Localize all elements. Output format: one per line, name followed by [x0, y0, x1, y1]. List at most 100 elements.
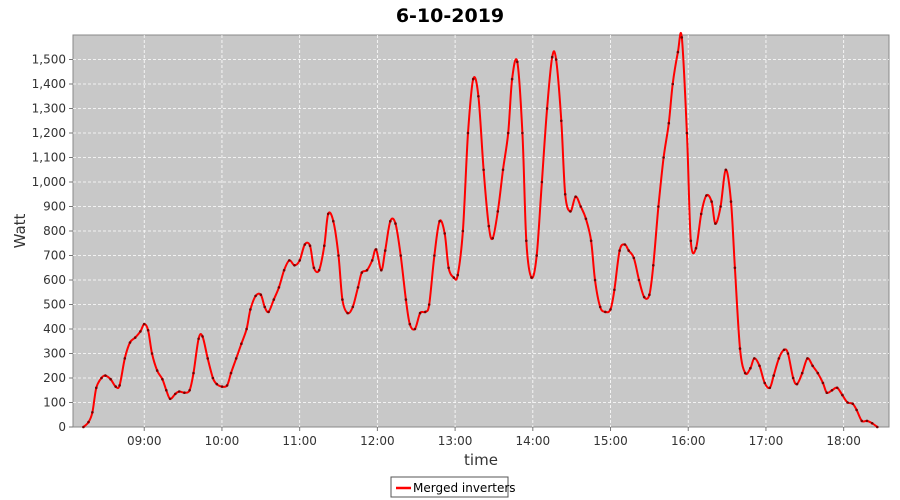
- data-point: [326, 212, 330, 216]
- data-point: [192, 371, 195, 375]
- data-point: [724, 168, 728, 172]
- y-tick-label: 1,300: [32, 102, 66, 116]
- data-point: [652, 264, 655, 267]
- data-point: [337, 254, 340, 257]
- data-point: [763, 381, 766, 385]
- data-point: [835, 386, 839, 390]
- data-point: [356, 286, 360, 289]
- data-point: [694, 246, 698, 250]
- grid-lines: [73, 35, 889, 427]
- data-point: [95, 386, 98, 390]
- data-point: [535, 254, 538, 257]
- x-tick-label: 13:00: [438, 434, 473, 448]
- data-point: [197, 337, 200, 341]
- y-tick-label: 0: [58, 420, 66, 434]
- data-point: [545, 107, 549, 110]
- data-point: [165, 389, 168, 392]
- data-point: [240, 342, 243, 346]
- data-point: [380, 268, 383, 272]
- data-point: [168, 397, 172, 401]
- data-point: [308, 244, 312, 247]
- data-point: [662, 156, 665, 159]
- data-point: [521, 131, 524, 135]
- y-tick-label: 1,100: [32, 151, 66, 165]
- data-point: [851, 402, 854, 406]
- data-point: [82, 425, 85, 429]
- data-point: [758, 364, 761, 368]
- data-point: [109, 377, 112, 381]
- data-point: [540, 180, 544, 184]
- y-tick-label: 800: [43, 224, 66, 238]
- data-point: [642, 295, 646, 299]
- data-point: [303, 243, 307, 246]
- data-point: [206, 357, 209, 360]
- chart-title: 6-10-2019: [396, 5, 504, 27]
- data-point: [860, 419, 864, 423]
- data-point: [811, 364, 814, 368]
- data-point: [560, 119, 563, 123]
- data-point: [312, 266, 316, 270]
- data-point: [351, 305, 355, 309]
- data-point: [870, 422, 874, 425]
- data-point: [637, 278, 641, 282]
- data-point: [100, 376, 103, 380]
- data-point: [418, 311, 422, 315]
- data-point: [332, 219, 335, 223]
- data-point: [501, 168, 505, 172]
- data-point: [589, 239, 593, 243]
- data-point: [550, 55, 554, 59]
- data-point: [298, 259, 302, 262]
- x-tick-label: 15:00: [593, 434, 628, 448]
- data-point: [177, 390, 181, 393]
- data-point: [786, 352, 790, 355]
- data-point: [404, 298, 408, 301]
- y-tick-label: 700: [43, 249, 66, 263]
- y-tick-label: 200: [43, 371, 66, 385]
- data-point: [394, 222, 397, 225]
- data-point: [733, 266, 737, 270]
- data-point: [482, 168, 485, 172]
- y-tick-label: 400: [43, 322, 66, 336]
- data-point: [104, 374, 107, 377]
- y-tick-label: 1,500: [32, 53, 66, 67]
- y-axis-title: Watt: [11, 213, 29, 248]
- x-tick-label: 12:00: [360, 434, 395, 448]
- data-point: [438, 219, 441, 223]
- data-point: [846, 401, 849, 404]
- data-point: [530, 276, 533, 279]
- data-point: [341, 298, 344, 301]
- data-point: [211, 376, 215, 380]
- data-point: [806, 357, 809, 360]
- data-point: [201, 335, 204, 338]
- data-point: [648, 293, 651, 297]
- series-layer: [82, 31, 879, 429]
- data-point: [128, 341, 132, 344]
- y-tick-label: 1,000: [32, 175, 66, 189]
- data-point: [569, 210, 572, 213]
- data-point: [777, 357, 781, 360]
- data-point: [87, 420, 90, 424]
- data-point: [317, 268, 321, 272]
- data-point: [685, 131, 689, 135]
- y-axis-ticks: 0 100 200 300 400 500 600 700 800 900 1,000 1,100 1,…: [32, 53, 73, 434]
- data-point: [689, 239, 693, 243]
- data-point: [365, 268, 369, 272]
- data-point: [855, 408, 858, 412]
- data-point: [408, 322, 412, 326]
- data-point: [714, 222, 717, 225]
- data-point: [491, 237, 495, 240]
- data-point: [183, 391, 186, 395]
- data-point: [710, 200, 713, 203]
- data-point: [123, 357, 127, 360]
- x-tick-label: 18:00: [826, 434, 861, 448]
- data-point: [487, 224, 491, 228]
- data-point: [782, 348, 786, 352]
- data-point: [146, 328, 150, 332]
- data-point: [466, 131, 470, 135]
- data-point: [249, 308, 252, 311]
- data-point: [563, 193, 567, 196]
- data-point: [738, 347, 742, 350]
- data-point: [705, 194, 708, 197]
- data-point: [516, 60, 519, 64]
